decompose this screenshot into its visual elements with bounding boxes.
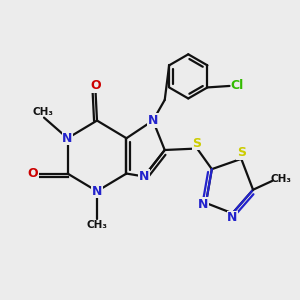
Text: N: N [139, 170, 149, 183]
Text: O: O [28, 167, 38, 180]
Text: N: N [148, 114, 158, 127]
Text: O: O [90, 79, 101, 92]
Text: S: S [237, 146, 246, 159]
Text: CH₃: CH₃ [32, 107, 53, 117]
Text: Cl: Cl [230, 79, 244, 92]
Text: N: N [92, 185, 102, 198]
Text: N: N [62, 132, 73, 145]
Text: N: N [198, 198, 208, 211]
Text: N: N [227, 211, 238, 224]
Text: CH₃: CH₃ [86, 220, 107, 230]
Text: S: S [193, 137, 202, 150]
Text: CH₃: CH₃ [271, 174, 292, 184]
